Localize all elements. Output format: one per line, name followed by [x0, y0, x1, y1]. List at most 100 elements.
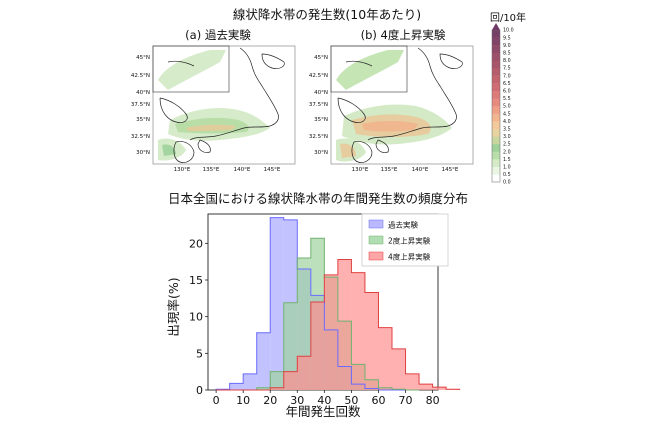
colorbar-tick-label: 9.0 — [503, 43, 511, 49]
histogram-bar — [364, 292, 379, 390]
histogram-bar — [256, 332, 271, 390]
map-a-label: (a) 過去実験 — [185, 28, 251, 42]
colorbar-tick-label: 2.0 — [503, 149, 511, 155]
colorbar-tick-label: 4.5 — [503, 111, 511, 117]
y-axis-label: 出現率(%) — [166, 277, 181, 336]
histogram-title: 日本全国における線状降水帯の年間発生数の頻度分布 — [168, 191, 468, 206]
y-tick-label: 10 — [189, 311, 203, 324]
map-a: (a) 過去実験 45°N 42.5°N 40°N 37.5°N — [131, 28, 296, 173]
y-tick-label: 0 — [196, 384, 203, 397]
map-b-lon-130: 130°E — [352, 167, 369, 173]
map-a-lat-30: 30°N — [136, 150, 150, 156]
map-a-lon-145: 145°E — [264, 167, 281, 173]
histogram-bar — [405, 373, 420, 390]
colorbar-tick-label: 3.5 — [503, 127, 511, 133]
colorbar-tick-label: 7.5 — [503, 66, 511, 72]
histogram: 0 10 20 30 40 50 60 70 80 0 5 10 15 20 年間発生回数 出現率(%)… — [166, 213, 461, 419]
x-axis-label: 年間発生回数 — [285, 404, 361, 419]
histogram-step-outline — [215, 217, 420, 391]
colorbar-cell — [492, 60, 500, 69]
histogram-bar — [337, 259, 352, 390]
map-b-lat-42: 42.5°N — [309, 73, 328, 79]
y-tick-label: 20 — [189, 237, 203, 250]
x-tick-label: 30 — [290, 394, 304, 407]
map-b-lat-45: 45°N — [314, 55, 328, 61]
x-tick-label: 20 — [263, 394, 277, 407]
histogram-step-outline — [216, 258, 461, 391]
colorbar-cell — [492, 45, 500, 53]
map-b-coast — [337, 47, 463, 163]
map-a-lat-35: 35°N — [136, 117, 150, 123]
colorbar-cell — [492, 128, 500, 137]
colorbar-cell — [492, 98, 500, 107]
histogram-bar — [243, 373, 257, 390]
map-b-lat-32: 32.5°N — [309, 134, 328, 140]
maps-title: 線状降水帯の発生数(10年あたり) — [233, 7, 421, 22]
histogram-bar — [229, 383, 244, 390]
colorbar-tick-label: 0.0 — [503, 180, 511, 186]
colorbar-cell — [492, 37, 500, 46]
x-tick-label: 40 — [317, 394, 331, 407]
map-a-lon-135: 135°E — [203, 167, 220, 173]
colorbar-tick-label: 0.5 — [503, 172, 511, 178]
series-2 — [270, 259, 460, 390]
colorbar-tick-label: 8.5 — [503, 51, 511, 57]
map-a-lat-45: 45°N — [136, 55, 150, 61]
colorbar-cell — [492, 166, 500, 175]
colorbar-cell — [492, 90, 500, 99]
colorbar-cell — [492, 68, 500, 76]
histogram-bar — [419, 384, 433, 390]
histogram-bar — [324, 274, 338, 390]
map-b-lon-145: 145°E — [442, 167, 459, 173]
colorbar-tick-label: 1.0 — [503, 165, 511, 171]
colorbar-cell — [492, 52, 500, 61]
colorbar-tick-label: 3.0 — [503, 134, 511, 140]
colorbar-cell — [492, 106, 500, 114]
colorbar-tick-label: 6.5 — [503, 81, 511, 87]
legend-swatch — [368, 235, 384, 245]
histogram-bar — [351, 272, 365, 390]
colorbar-cell — [492, 136, 500, 145]
colorbar-tick-label: 4.0 — [503, 119, 511, 125]
colorbar-tick-label: 10.0 — [503, 28, 514, 34]
histogram-bar — [270, 371, 284, 390]
colorbar-unit: 回/10年 — [490, 11, 526, 24]
colorbar-cell — [492, 83, 500, 91]
map-a-lon-130: 130°E — [174, 167, 191, 173]
legend-swatch — [368, 219, 384, 229]
histogram-step-outline — [216, 237, 420, 391]
x-tick-label: 80 — [426, 394, 440, 407]
colorbar-cell — [492, 75, 500, 84]
histogram-bar — [270, 217, 284, 390]
colorbar-tick-label: 2.5 — [503, 142, 511, 148]
legend-label: 4度上昇実験 — [388, 252, 431, 262]
legend-label: 2度上昇実験 — [388, 236, 431, 246]
map-b-inset — [330, 45, 408, 93]
colorbar-cell — [492, 159, 500, 167]
map-a-inset — [152, 45, 230, 93]
colorbar: 回/10年 10.09.5 9.0 8.58.0 7.57.0 6.5 6.05.5 5.0… — [490, 11, 526, 186]
histogram-bar — [297, 356, 311, 390]
x-tick-label: 0 — [213, 394, 220, 407]
map-b-lon-135: 135°E — [381, 167, 398, 173]
colorbar-tick-label: 5.0 — [503, 104, 511, 110]
histogram-bar — [283, 302, 298, 390]
map-b-lat-37: 37.5°N — [309, 102, 328, 108]
colorbar-tick-label: 8.0 — [503, 58, 511, 64]
histogram-bar — [378, 327, 392, 390]
colorbar-tick-label: 5.5 — [503, 96, 511, 102]
colorbar-tick-label: 1.5 — [503, 157, 511, 163]
colorbar-tick-label: 9.5 — [503, 35, 511, 41]
colorbar-tick-label: 6.0 — [503, 89, 511, 95]
colorbar-tick-label: 7.0 — [503, 73, 511, 79]
map-b-lat-30: 30°N — [314, 150, 328, 156]
x-tick-label: 10 — [236, 394, 250, 407]
map-a-lat-40: 40°N — [136, 90, 150, 96]
histogram-bar — [392, 348, 406, 390]
histogram-bar — [432, 387, 447, 390]
x-tick-label: 50 — [344, 394, 358, 407]
colorbar-cell — [492, 151, 500, 160]
histogram-bar — [256, 387, 271, 390]
map-a-lat-37: 37.5°N — [131, 102, 150, 108]
